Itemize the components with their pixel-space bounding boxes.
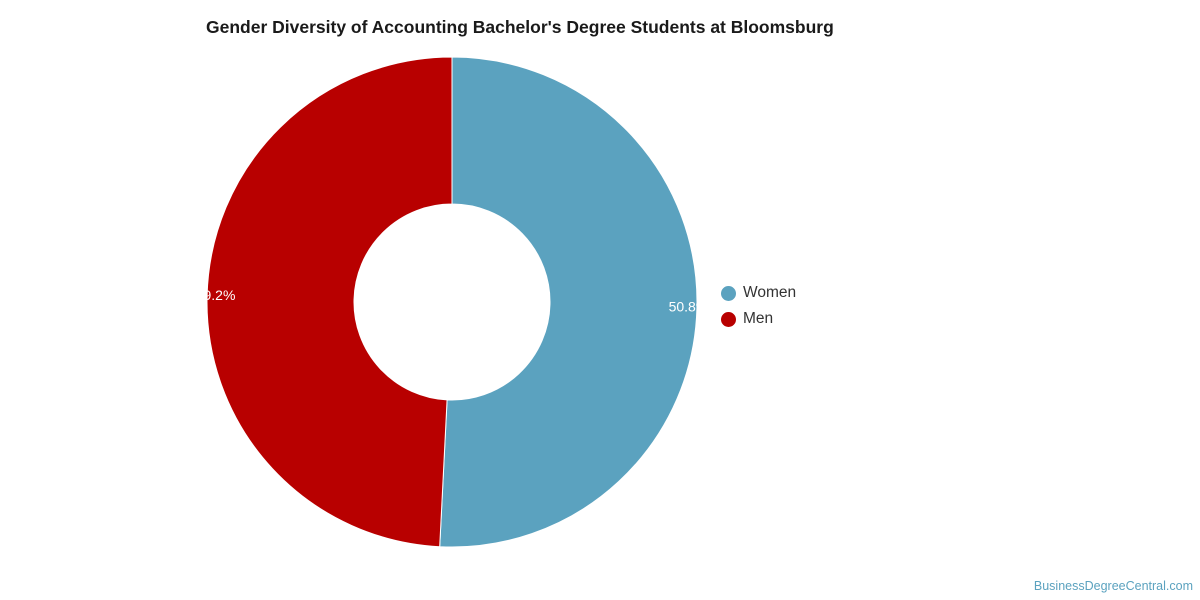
slice-women[interactable] [439,56,698,548]
chart-title: Gender Diversity of Accounting Bachelor'… [206,17,834,37]
footer-credit[interactable]: BusinessDegreeCentral.com [1033,579,1193,593]
legend-label-women: Women [743,284,797,301]
legend-item-men[interactable]: Men [721,306,796,332]
data-label-women: 50.8% [669,299,709,315]
legend-swatch-women [721,285,736,301]
legend-label-men: Men [743,310,774,327]
slice-men[interactable] [206,56,453,548]
data-label-men: 49.2% [196,287,236,303]
legend: Women Men [721,280,796,332]
legend-item-women[interactable]: Women [721,280,796,306]
legend-swatch-men [721,311,736,327]
